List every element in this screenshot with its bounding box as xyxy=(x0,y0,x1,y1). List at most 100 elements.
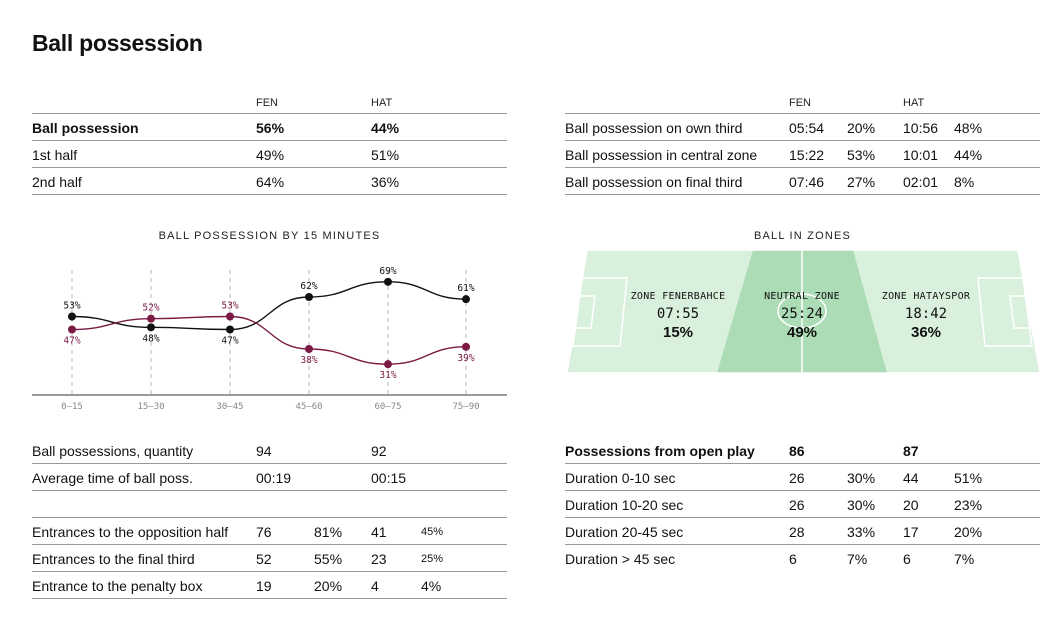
row-label: Entrance to the penalty box xyxy=(32,578,203,594)
table-row: Ball possession 56% 44% xyxy=(32,114,507,141)
zone-fenerbahce: ZONE FENERBAHCE 07:55 15% xyxy=(610,291,746,341)
zone-time: 25:24 xyxy=(780,306,824,322)
home-value: 76 xyxy=(256,524,272,540)
home-value: 56% xyxy=(256,120,285,136)
data-label-fen: 53% xyxy=(63,301,80,312)
header-away-team: HAT xyxy=(903,97,925,109)
data-label-fen: 47% xyxy=(221,336,238,347)
data-label-fen: 48% xyxy=(142,333,159,344)
data-point-hat xyxy=(68,325,76,334)
zone-time: 18:42 xyxy=(904,306,948,322)
x-tick-label: 30–45 xyxy=(216,402,243,412)
home-pct: 30% xyxy=(847,470,876,486)
table-row: Possessions from open play 86 87 xyxy=(565,437,1040,464)
row-label: 2nd half xyxy=(32,174,82,190)
series-line-hat xyxy=(71,315,467,365)
data-point-fen xyxy=(147,323,155,332)
row-label: Ball possession on own third xyxy=(565,120,743,136)
away-value: 17 xyxy=(903,524,919,540)
table-row: Ball possession on final third 07:46 27%… xyxy=(565,168,1040,195)
away-value: 36% xyxy=(371,174,400,190)
possession-table: Ball possession 56% 44% 1st half 49% 51%… xyxy=(32,113,507,195)
entrances-table: Entrances to the opposition half 76 81% … xyxy=(32,517,507,601)
header-home-team: FEN xyxy=(256,97,278,109)
away-value: 41 xyxy=(371,524,387,540)
table-row: Duration > 45 sec 6 7% 6 7% xyxy=(565,545,1040,571)
chart-title: BALL POSSESSION BY 15 MINUTES xyxy=(158,230,381,242)
home-pct: 33% xyxy=(847,524,876,540)
row-label: Duration 0-10 sec xyxy=(565,470,676,486)
away-value: 4 xyxy=(371,578,379,594)
data-label-hat: 52% xyxy=(142,303,159,314)
table-row: Duration 0-10 sec 26 30% 44 51% xyxy=(565,464,1040,491)
away-time: 10:01 xyxy=(903,147,939,163)
home-time: 07:46 xyxy=(789,174,825,190)
row-label: Duration > 45 sec xyxy=(565,551,676,567)
table-row: 2nd half 64% 36% xyxy=(32,168,507,195)
zones-title: BALL IN ZONES xyxy=(753,230,852,242)
zone-name: ZONE FENERBAHCE xyxy=(630,291,726,302)
table-row: Ball possession in central zone 15:22 53… xyxy=(565,141,1040,168)
home-pct: 27% xyxy=(847,174,876,190)
row-label: Ball possession in central zone xyxy=(565,147,758,163)
data-label-hat: 31% xyxy=(379,370,396,381)
x-tick-label: 0–15 xyxy=(61,402,83,412)
row-label: Ball possession on final third xyxy=(565,174,743,190)
table-row: Ball possession on own third 05:54 20% 1… xyxy=(565,114,1040,141)
data-point-fen xyxy=(226,325,234,334)
ball-in-zones-pitch xyxy=(566,249,1041,374)
thirds-table: Ball possession on own third 05:54 20% 1… xyxy=(565,113,1040,195)
away-pct: 20% xyxy=(954,524,983,540)
away-value: 44% xyxy=(371,120,400,136)
x-tick-label: 45–60 xyxy=(295,402,322,412)
zone-name: NEUTRAL ZONE xyxy=(764,291,840,302)
home-value: 64% xyxy=(256,174,285,190)
data-point-fen xyxy=(462,295,470,304)
zone-name: ZONE HATAYSPOR xyxy=(881,291,971,302)
row-label: Ball possessions, quantity xyxy=(32,443,194,459)
away-time: 02:01 xyxy=(903,174,939,190)
away-time: 10:56 xyxy=(903,120,939,136)
data-point-fen xyxy=(384,277,392,286)
zone-neutral: NEUTRAL ZONE 25:24 49% xyxy=(734,291,870,341)
home-pct: 55% xyxy=(314,551,343,567)
zone-pct: 36% xyxy=(910,324,942,341)
away-pct: 8% xyxy=(954,174,975,190)
x-tick-label: 60–75 xyxy=(374,402,401,412)
home-time: 15:22 xyxy=(789,147,825,163)
away-value: 23 xyxy=(371,551,387,567)
data-label-fen: 69% xyxy=(379,266,396,277)
home-value: 19 xyxy=(256,578,272,594)
row-label: Duration 10-20 sec xyxy=(565,497,684,513)
possession-line-chart: 53% 48% 47% 62% 69% 61% 47% 52% 53% 38% 31% 39% 0–1… xyxy=(32,266,507,412)
data-label-hat: 53% xyxy=(221,301,238,312)
data-point-hat xyxy=(305,345,313,353)
page-title: Ball possession xyxy=(32,30,203,56)
away-pct: 45% xyxy=(421,526,444,538)
zone-time: 07:55 xyxy=(656,306,700,322)
data-point-hat xyxy=(147,314,155,323)
row-label: Duration 20-45 sec xyxy=(565,524,684,540)
away-value: 87 xyxy=(903,443,919,459)
away-pct: 4% xyxy=(421,578,442,594)
series-line-fen xyxy=(71,281,467,331)
home-pct: 7% xyxy=(847,551,868,567)
home-value: 94 xyxy=(256,443,272,459)
away-pct: 7% xyxy=(954,551,975,567)
away-value: 51% xyxy=(371,147,400,163)
home-value: 52 xyxy=(256,551,272,567)
home-value: 49% xyxy=(256,147,285,163)
data-point-hat xyxy=(384,360,392,369)
zone-pct: 15% xyxy=(662,324,694,341)
table-row: 1st half 49% 51% xyxy=(32,141,507,168)
row-label: Entrances to the final third xyxy=(32,551,195,567)
table-row: Duration 20-45 sec 28 33% 17 20% xyxy=(565,518,1040,545)
home-value: 26 xyxy=(789,497,805,513)
home-value: 00:19 xyxy=(256,470,292,486)
away-value: 00:15 xyxy=(371,470,407,486)
home-value: 28 xyxy=(789,524,805,540)
row-label: Possessions from open play xyxy=(565,443,755,459)
data-label-fen: 62% xyxy=(300,281,317,292)
row-label: 1st half xyxy=(32,147,78,163)
quantity-table: Ball possessions, quantity 94 92 Average… xyxy=(32,437,507,493)
